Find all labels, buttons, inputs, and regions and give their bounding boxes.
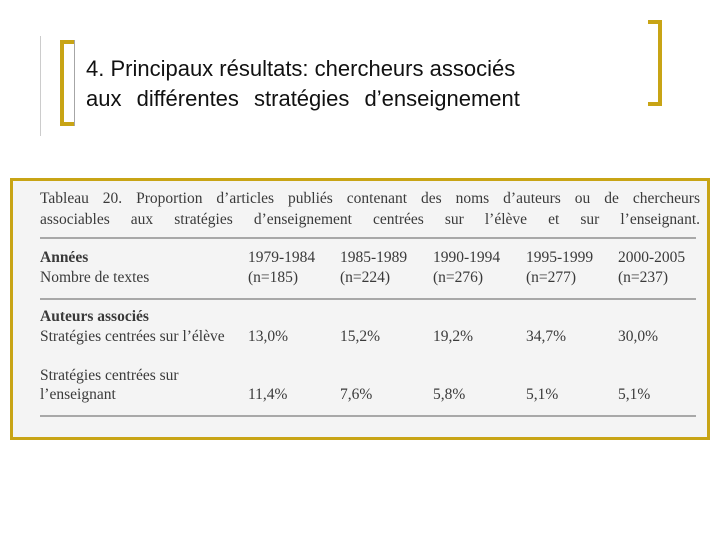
left-bracket-decoration <box>60 40 74 126</box>
student-value-4: 34,7% <box>526 328 567 345</box>
slide-title-line-2: aux différentes stratégies d’enseignemen… <box>86 86 520 111</box>
student-value-2: 15,2% <box>340 328 381 345</box>
table-rule-top <box>40 237 696 239</box>
table-caption-line-1: Tableau 20. Proportion d’articles publié… <box>40 190 700 207</box>
section-label: Auteurs associés <box>40 308 149 325</box>
col-count-1: (n=185) <box>248 269 299 286</box>
table-rule-bottom <box>40 415 696 417</box>
col-count-3: (n=276) <box>433 269 484 286</box>
col-count-4: (n=277) <box>526 269 577 286</box>
col-year-3: 1990-1994 <box>433 249 501 266</box>
col-count-5: (n=237) <box>618 269 669 286</box>
teacher-value-4: 5,1% <box>526 386 559 403</box>
slide-title: 4. Principaux résultats: chercheurs asso… <box>86 54 646 114</box>
row-label-student: Stratégies centrées sur l’élève <box>40 328 225 345</box>
table-image-frame: Tableau 20. Proportion d’articles publié… <box>10 178 710 440</box>
col-year-1: 1979-1984 <box>248 249 316 266</box>
slide-title-area: 4. Principaux résultats: chercheurs asso… <box>0 0 720 160</box>
row-label-teacher-line-2: l’enseignant <box>40 386 116 403</box>
teacher-value-5: 5,1% <box>618 386 651 403</box>
decorative-line <box>40 36 41 136</box>
student-value-3: 19,2% <box>433 328 474 345</box>
teacher-value-1: 11,4% <box>248 386 288 403</box>
left-bracket-inner-line <box>74 40 75 126</box>
teacher-value-2: 7,6% <box>340 386 373 403</box>
right-bracket-decoration <box>648 20 662 106</box>
slide-title-line-1: 4. Principaux résultats: chercheurs asso… <box>86 56 516 81</box>
row-label-count: Nombre de textes <box>40 269 150 286</box>
col-count-2: (n=224) <box>340 269 391 286</box>
row-label-teacher-line-1: Stratégies centrées sur <box>40 367 179 384</box>
student-value-5: 30,0% <box>618 328 659 345</box>
table-caption: Tableau 20. Proportion d’articles publié… <box>40 188 700 230</box>
table-caption-line-2: associables aux stratégies d’enseignemen… <box>40 211 700 228</box>
table-rule-middle <box>40 298 696 300</box>
row-label-years: Années <box>40 249 89 266</box>
student-value-1: 13,0% <box>248 328 289 345</box>
col-year-4: 1995-1999 <box>526 249 594 266</box>
col-year-2: 1985-1989 <box>340 249 408 266</box>
teacher-value-3: 5,8% <box>433 386 466 403</box>
col-year-5: 2000-2005 <box>618 249 686 266</box>
